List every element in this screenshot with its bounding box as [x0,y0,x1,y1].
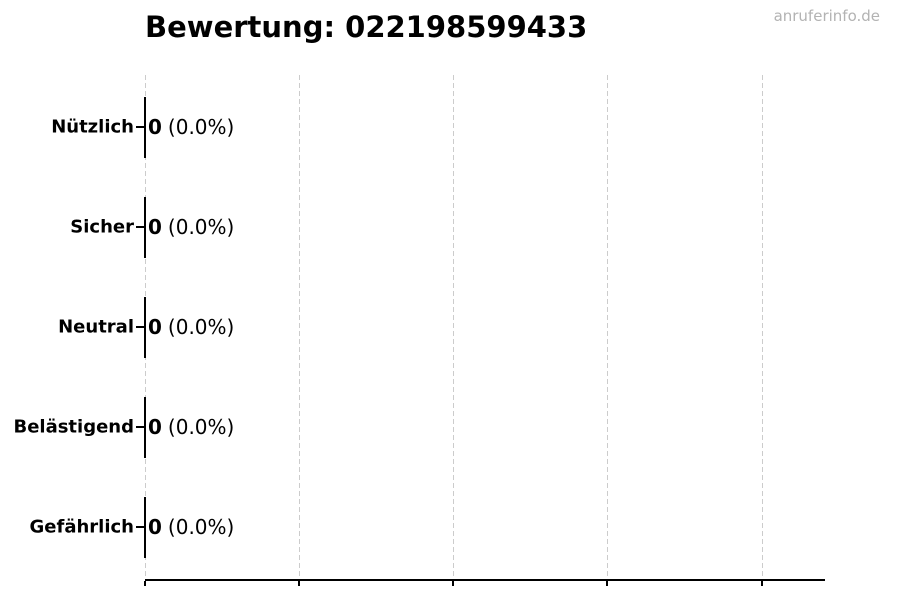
gridline [299,75,300,580]
value-count: 0 [148,115,162,139]
value-percent: (0.0%) [167,515,235,539]
value-count: 0 [148,215,162,239]
value-count: 0 [148,515,162,539]
gridline [762,75,763,580]
bar-zero-width [144,497,146,558]
bar-zero-width [144,297,146,358]
value-percent: (0.0%) [167,315,235,339]
x-axis-tick [144,581,146,586]
watermark-text: anruferinfo.de [773,7,880,25]
bar-zero-width [144,97,146,158]
category-label: Sicher [70,216,134,238]
bar-zero-width [144,197,146,258]
value-label: 0 (0.0%) [148,215,234,239]
bar-row: Gefährlich 0 (0.0%) [0,477,900,577]
value-label: 0 (0.0%) [148,415,234,439]
category-label: Neutral [58,316,134,338]
bar-row: Belästigend 0 (0.0%) [0,377,900,477]
x-axis-line [145,579,825,581]
x-axis-tick [606,581,608,586]
gridline [607,75,608,580]
value-count: 0 [148,415,162,439]
category-label: Gefährlich [29,516,134,538]
y-axis-tick [136,426,144,428]
y-axis-tick [136,526,144,528]
bar-row: Nützlich 0 (0.0%) [0,77,900,177]
x-axis-tick [452,581,454,586]
bar-zero-width [144,397,146,458]
y-axis-tick [136,226,144,228]
value-label: 0 (0.0%) [148,315,234,339]
x-axis-tick [761,581,763,586]
y-axis-tick [136,126,144,128]
value-label: 0 (0.0%) [148,515,234,539]
category-label: Belästigend [13,416,134,438]
value-percent: (0.0%) [167,115,235,139]
value-percent: (0.0%) [167,415,235,439]
category-label: Nützlich [51,116,134,138]
bar-row: Sicher 0 (0.0%) [0,177,900,277]
value-percent: (0.0%) [167,215,235,239]
bar-row: Neutral 0 (0.0%) [0,277,900,377]
y-axis-tick [136,326,144,328]
value-count: 0 [148,315,162,339]
x-axis-tick [298,581,300,586]
gridline [453,75,454,580]
value-label: 0 (0.0%) [148,115,234,139]
chart-title: Bewertung: 022198599433 [145,10,588,44]
